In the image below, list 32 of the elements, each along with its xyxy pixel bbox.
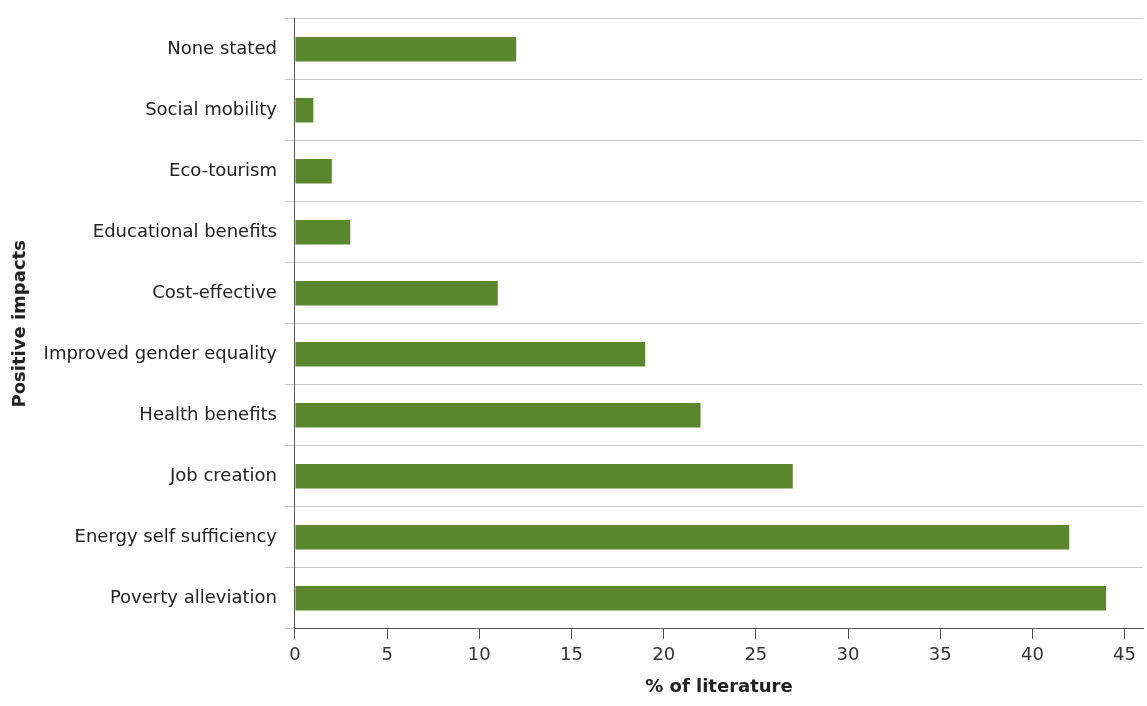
x-tick-label: 45 [1113, 643, 1137, 665]
y-tick-label: Cost-effective [152, 280, 277, 302]
y-tick-label: Health benefits [139, 402, 277, 424]
x-tick-label: 30 [836, 643, 860, 665]
x-tick-label: 5 [381, 643, 393, 665]
bar [295, 403, 701, 428]
bar [295, 98, 314, 123]
x-tick-label: 35 [928, 643, 952, 665]
x-tick-label: 20 [652, 643, 676, 665]
x-axis-title: % of literature [645, 674, 793, 696]
x-tick-label: 40 [1020, 643, 1044, 665]
bar [295, 220, 351, 245]
x-tick-label: 0 [289, 643, 301, 665]
y-tick-label: Energy self sufficiency [74, 524, 278, 546]
y-tick-label: Educational benefits [92, 219, 277, 241]
bar [295, 586, 1107, 611]
x-tick-label: 10 [467, 643, 491, 665]
bar [295, 525, 1070, 550]
bar [295, 37, 517, 62]
y-tick-label: Job creation [168, 463, 277, 485]
x-tick-label: 25 [744, 643, 768, 665]
x-tick-label: 15 [560, 643, 583, 665]
bar [295, 464, 793, 489]
bar [295, 342, 646, 367]
y-tick-label: Improved gender equality [43, 341, 278, 363]
y-tick-label: Social mobility [145, 97, 278, 119]
y-tick-label: None stated [167, 36, 277, 58]
y-tick-label: Poverty alleviation [109, 585, 277, 607]
bar [295, 159, 332, 184]
y-tick-label: Eco-tourism [169, 158, 277, 180]
bar [295, 281, 498, 306]
y-axis-title: Positive impacts [8, 240, 30, 408]
